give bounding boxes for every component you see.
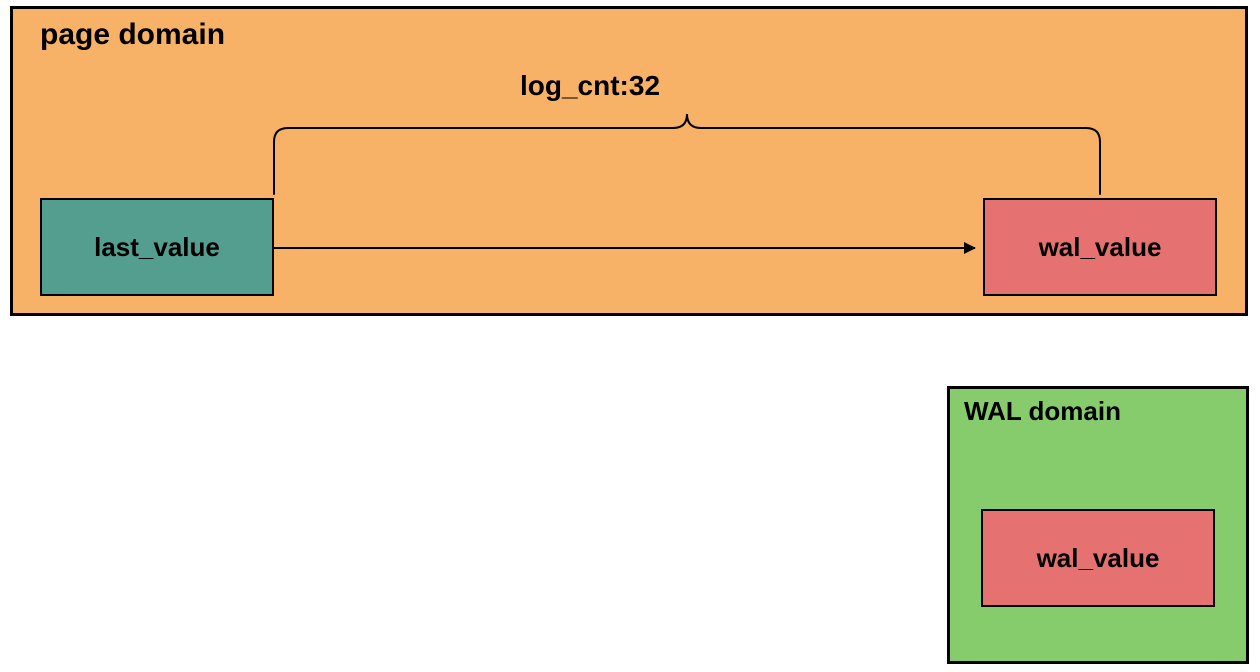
wal-domain-title: WAL domain [964, 396, 1121, 427]
wal-value-node-top: wal_value [983, 198, 1217, 296]
diagram-canvas: page domain log_cnt:32 last_value wal_va… [0, 0, 1260, 672]
wal-value-bottom-label: wal_value [1037, 543, 1160, 574]
last-value-node: last_value [40, 198, 274, 296]
wal-value-node-bottom: wal_value [981, 509, 1215, 607]
wal-value-top-label: wal_value [1039, 232, 1162, 263]
last-value-label: last_value [94, 232, 220, 263]
page-domain-title: page domain [40, 18, 225, 52]
log-cnt-label: log_cnt:32 [520, 70, 660, 102]
